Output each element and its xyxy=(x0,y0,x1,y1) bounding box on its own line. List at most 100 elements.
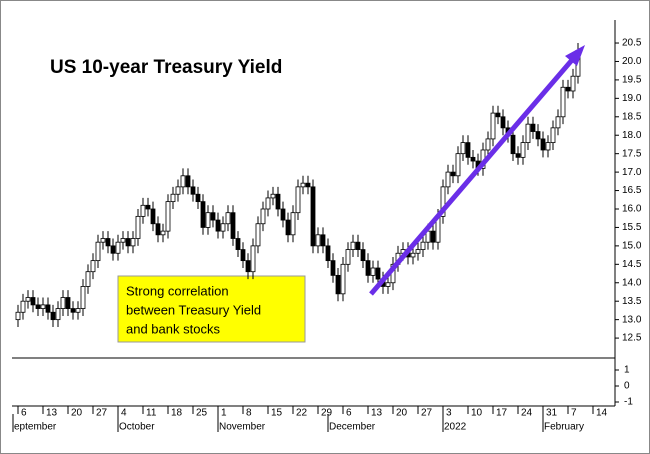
candle-body xyxy=(375,267,381,280)
x-tick-label: 6 xyxy=(21,408,27,419)
candle-body xyxy=(520,142,526,158)
month-label: 2022 xyxy=(444,422,467,433)
candle-body xyxy=(70,308,76,313)
candle-body xyxy=(300,182,306,188)
x-tick-label: 27 xyxy=(96,408,108,419)
month-label: February xyxy=(544,422,584,433)
candle-body xyxy=(35,304,41,309)
candle-body xyxy=(565,86,571,92)
candle-body xyxy=(260,208,266,225)
candle-body xyxy=(255,223,261,247)
candle-body xyxy=(40,304,46,309)
candle-body xyxy=(460,142,466,155)
candle-body xyxy=(350,241,356,250)
y-tick-label: 0 xyxy=(624,381,630,392)
y-tick-label: -1 xyxy=(624,397,633,408)
y-tick-label: 14.0 xyxy=(622,277,642,288)
candle-body xyxy=(305,182,311,188)
y-tick-label: 17.0 xyxy=(622,167,642,178)
trend-arrow-head xyxy=(565,45,585,66)
candle-body xyxy=(450,171,456,177)
candle-body xyxy=(280,208,286,221)
candle-body xyxy=(335,274,341,295)
candle-body xyxy=(55,308,61,321)
candle-body xyxy=(555,116,561,129)
candle-body xyxy=(470,156,476,162)
candle-body xyxy=(20,300,26,313)
candle-body xyxy=(110,245,116,254)
candle-body xyxy=(325,245,331,262)
candle-body xyxy=(130,238,136,247)
candle-body xyxy=(45,304,51,313)
candle-body xyxy=(535,131,541,140)
y-tick-label: 19.0 xyxy=(622,93,642,104)
y-tick-label: 1 xyxy=(624,365,630,376)
month-label: October xyxy=(119,422,155,433)
candle-body xyxy=(275,193,281,210)
annotation-text: between Treasury Yield xyxy=(126,302,261,317)
candle-body xyxy=(150,208,156,225)
candle-body xyxy=(340,263,346,295)
x-tick-label: 25 xyxy=(196,408,208,419)
y-tick-label: 20.5 xyxy=(622,38,642,49)
x-tick-label: 7 xyxy=(571,408,577,419)
candle-body xyxy=(190,186,196,195)
y-tick-label: 14.5 xyxy=(622,259,642,270)
candles xyxy=(15,43,581,328)
x-tick-label: 18 xyxy=(171,408,183,419)
month-label: November xyxy=(219,422,266,433)
candle-body xyxy=(310,186,316,247)
candle-body xyxy=(490,112,496,140)
candle-body xyxy=(570,75,576,92)
candle-body xyxy=(370,267,376,276)
candle-body xyxy=(240,249,246,262)
x-tick-label: 3 xyxy=(446,408,452,419)
candle-body xyxy=(315,234,321,247)
candle-body xyxy=(445,171,451,188)
candle-body xyxy=(200,201,206,228)
candle-body xyxy=(385,282,391,287)
candle-body xyxy=(345,249,351,265)
candle-body xyxy=(245,260,251,273)
candle-body xyxy=(465,142,471,158)
candle-body xyxy=(210,212,216,221)
candle-body xyxy=(500,116,506,129)
candle-body xyxy=(250,245,256,273)
x-tick-label: 1 xyxy=(221,408,227,419)
x-tick-label: 8 xyxy=(246,408,252,419)
y-tick-label: 16.0 xyxy=(622,204,642,215)
x-tick-label: 6 xyxy=(346,408,352,419)
candle-body xyxy=(330,260,336,276)
x-tick-label: 31 xyxy=(546,408,558,419)
candle-body xyxy=(540,138,546,151)
y-tick-label: 15.0 xyxy=(622,241,642,252)
candle-body xyxy=(360,249,366,262)
candle-body xyxy=(285,219,291,236)
candle-body xyxy=(365,260,371,276)
candle-body xyxy=(50,311,56,321)
candle-body xyxy=(160,230,166,236)
x-tick-label: 4 xyxy=(121,408,127,419)
x-tick-label: 27 xyxy=(421,408,433,419)
candle-body xyxy=(495,112,501,118)
candle-body xyxy=(545,142,551,151)
candle-body xyxy=(270,193,276,199)
candle-body xyxy=(155,223,161,236)
candle-body xyxy=(180,175,186,188)
candle-body xyxy=(235,238,241,250)
candle-body xyxy=(75,308,81,313)
y-tick-label: 19.5 xyxy=(622,75,642,86)
candle-body xyxy=(175,186,181,195)
y-tick-label: 16.5 xyxy=(622,185,642,196)
candle-body xyxy=(80,286,86,309)
candle-body xyxy=(525,123,531,144)
y-tick-label: 13.0 xyxy=(622,314,642,325)
candle-body xyxy=(215,219,221,232)
candle-body xyxy=(550,127,556,144)
candle-body xyxy=(220,223,226,232)
candle-body xyxy=(530,123,536,132)
candle-body xyxy=(170,193,176,203)
candle-body xyxy=(100,238,106,243)
candle-body xyxy=(440,186,446,217)
